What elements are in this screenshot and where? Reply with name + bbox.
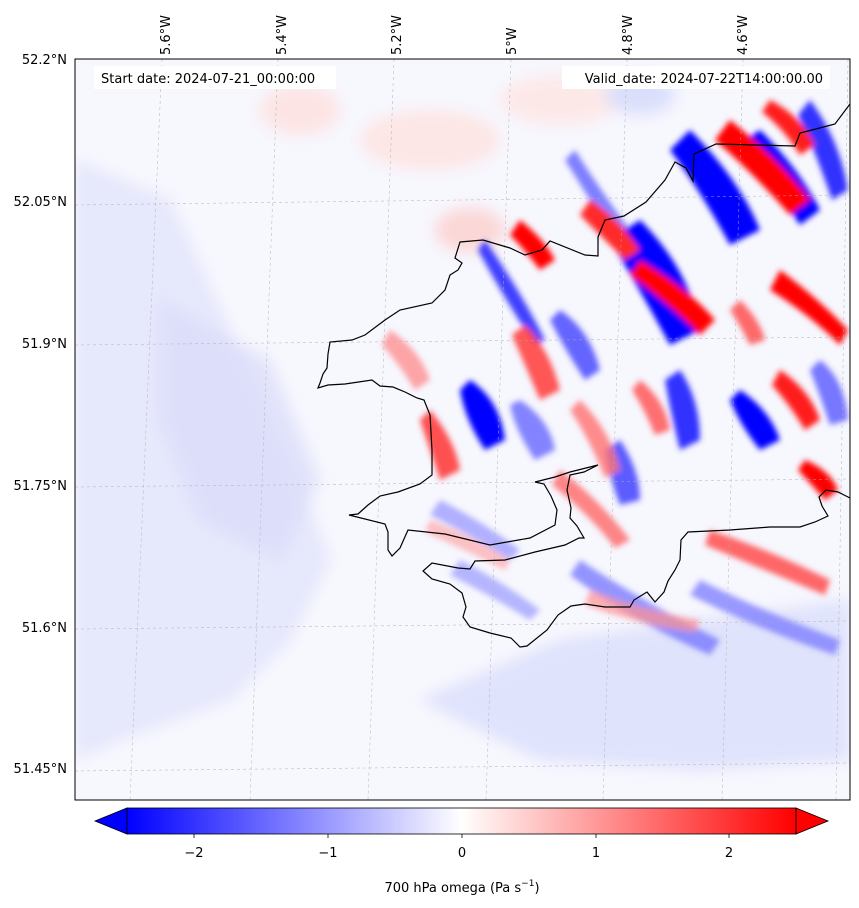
lat-label: 52.05°N — [14, 195, 67, 210]
colorbar-label: 700 hPa omega (Pa s−1) — [384, 879, 539, 896]
valid-date-text: Valid_date: 2024-07-22T14:00:00.00 — [585, 72, 823, 87]
lon-label: 5.4°W — [275, 15, 290, 55]
start-date-box: Start date: 2024-07-21_00:00:00 — [94, 66, 336, 89]
omega-field — [75, 59, 850, 800]
lat-label: 52.2°N — [22, 53, 67, 68]
lon-label: 4.8°W — [621, 15, 636, 55]
colorbar-label-sup: −1 — [521, 879, 534, 889]
lat-label: 51.45°N — [14, 762, 67, 777]
colorbar-label-main: 700 hPa omega (Pa s — [384, 881, 521, 896]
lat-label: 51.75°N — [14, 479, 67, 494]
start-date-text: Start date: 2024-07-21_00:00:00 — [101, 72, 315, 87]
lon-label: 5.6°W — [159, 15, 174, 55]
lon-label: 5°W — [505, 27, 520, 55]
colorbar-tick: 1 — [592, 846, 600, 861]
valid-date-box: Valid_date: 2024-07-22T14:00:00.00 — [562, 66, 830, 89]
latitude-labels: 52.2°N 52.05°N 51.9°N 51.75°N 51.6°N 51.… — [14, 53, 67, 777]
lon-label: 5.2°W — [390, 15, 405, 55]
lon-label: 4.6°W — [736, 15, 751, 55]
map-frame — [74, 58, 851, 801]
graticule — [74, 58, 851, 801]
colorbar-tick: −2 — [184, 846, 203, 861]
lat-label: 51.9°N — [22, 337, 67, 352]
colorbar-tick: 0 — [458, 846, 466, 861]
colorbar-tick: −1 — [318, 846, 337, 861]
colorbar-label-end: ) — [534, 881, 539, 896]
colorbar: −2 −1 0 1 2 700 hPa omega (Pa s−1) — [93, 807, 830, 896]
lat-label: 51.6°N — [22, 621, 67, 636]
colorbar-tick: 2 — [725, 846, 733, 861]
longitude-labels: 5.6°W 5.4°W 5.2°W 5°W 4.8°W 4.6°W — [159, 15, 751, 55]
coastline — [316, 103, 850, 648]
